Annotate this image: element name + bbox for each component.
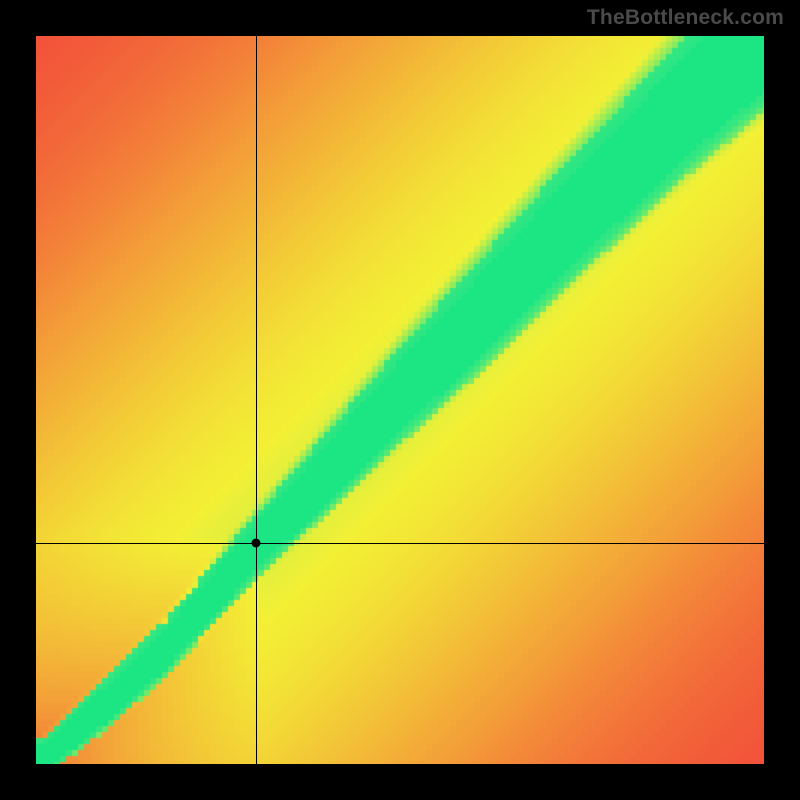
heatmap-canvas bbox=[36, 36, 764, 764]
chart-container: TheBottleneck.com bbox=[0, 0, 800, 800]
plot-area bbox=[36, 36, 764, 764]
attribution-label: TheBottleneck.com bbox=[587, 6, 784, 30]
